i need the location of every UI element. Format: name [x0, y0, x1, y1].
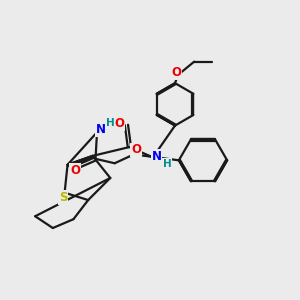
Text: H: H	[106, 118, 115, 128]
Text: N: N	[95, 124, 106, 136]
Text: N: N	[152, 150, 161, 163]
Text: H: H	[163, 159, 172, 169]
Text: O: O	[172, 66, 182, 79]
Text: S: S	[59, 190, 68, 204]
Text: O: O	[131, 143, 141, 157]
Text: O: O	[114, 117, 124, 130]
Text: O: O	[70, 164, 80, 177]
